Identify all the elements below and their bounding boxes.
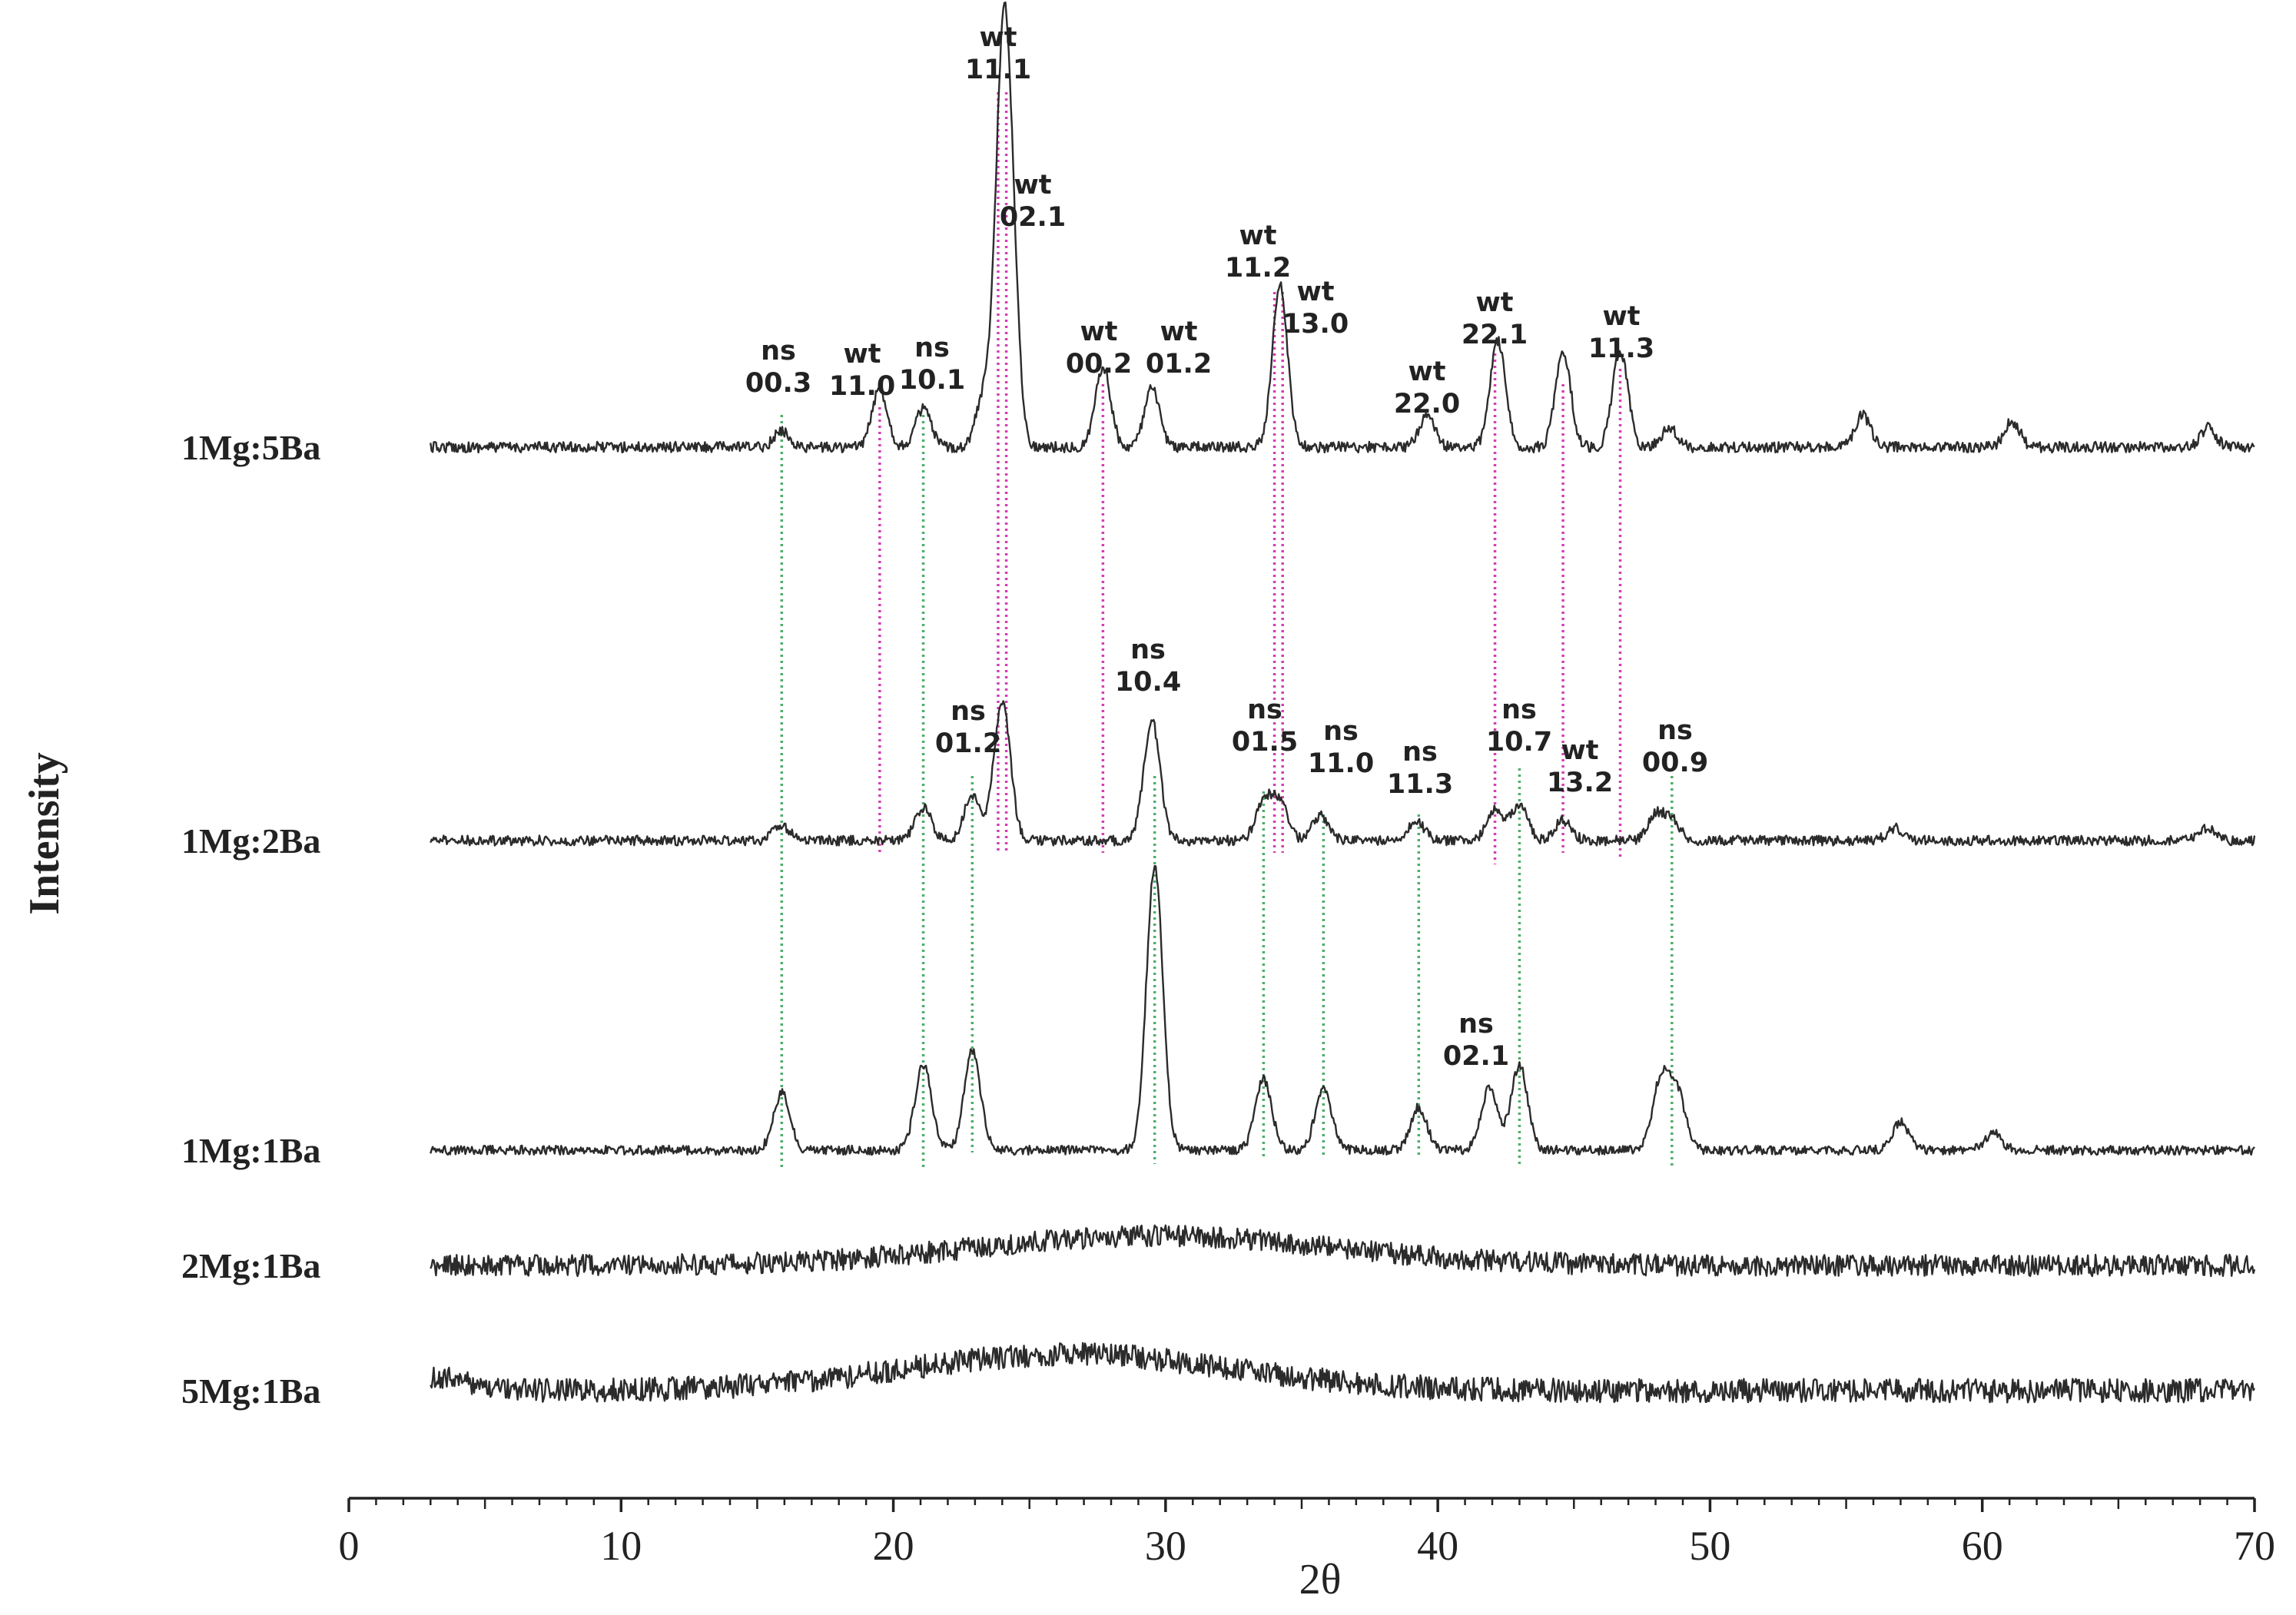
trace-1mg-5ba (430, 2, 2255, 454)
trace-5mg-1ba (430, 1341, 2256, 1404)
peak-label-ns: ns 10.1 (899, 333, 965, 396)
x-tick-label: 60 (1962, 1523, 2003, 1569)
peak-label-ns: ns 02.1 (1443, 1009, 1509, 1072)
peak-label-ns: ns 01.2 (935, 696, 1001, 759)
x-tick-label: 10 (600, 1523, 642, 1569)
sample-labels: 1Mg:5Ba 1Mg:2Ba 1Mg:1Ba 2Mg:1Ba 5Mg:1Ba (181, 428, 320, 1411)
sample-label: 1Mg:2Ba (181, 821, 320, 861)
traces (430, 2, 2256, 1404)
x-tick-label: 50 (1689, 1523, 1730, 1569)
sample-label: 5Mg:1Ba (181, 1371, 320, 1411)
peak-labels: ns 00.3 wt 11.0ns 10.1 wt 11.1 wt 02.1 wt 00.2wt 01… (745, 22, 1708, 1072)
x-tick-label: 20 (873, 1523, 914, 1569)
sample-label: 2Mg:1Ba (181, 1246, 320, 1285)
peak-label-wt: wt 22.1 (1462, 287, 1528, 350)
x-tick-label: 40 (1417, 1523, 1458, 1569)
peak-label-wt: wt 13.0 (1282, 277, 1349, 340)
peak-label-wt: wt 11.3 (1588, 301, 1654, 364)
peak-label-ns: ns 11.3 (1387, 737, 1453, 800)
peak-label-wt: wt 13.2 (1547, 735, 1613, 798)
x-tick-label: 0 (339, 1523, 360, 1569)
peak-label-ns: ns 01.5 (1232, 695, 1298, 758)
peak-label-ns: ns 00.9 (1642, 715, 1708, 778)
peak-label-wt: wt 22.0 (1394, 356, 1460, 420)
trace-1mg-1ba (430, 864, 2255, 1156)
peak-label-wt: wt 11.1 (965, 22, 1031, 85)
sample-label: 1Mg:1Ba (181, 1131, 320, 1170)
peak-label-wt: wt 11.0 (829, 339, 895, 402)
x-tick-label: 30 (1145, 1523, 1186, 1569)
peak-label-wt: wt 11.2 (1225, 221, 1291, 284)
x-axis: 0 10 20 30 40 50 60 70 (339, 1497, 2275, 1569)
peak-label-ns: ns 11.0 (1308, 716, 1374, 779)
sample-label: 1Mg:5Ba (181, 428, 320, 467)
peak-label-ns: ns 10.4 (1115, 635, 1181, 698)
peak-label-wt: wt 02.1 (1000, 170, 1066, 233)
peak-label-ns: ns 00.3 (745, 336, 811, 399)
x-axis-title: 2θ (1299, 1556, 1342, 1603)
peak-label-ns: ns 10.7 (1486, 695, 1552, 758)
peak-label-wt: wt 01.2 (1146, 317, 1212, 380)
peak-label-wt: wt 00.2 (1066, 317, 1132, 380)
trace-1mg-2ba (430, 700, 2256, 847)
y-axis-title: Intensity (21, 752, 68, 915)
x-tick-label: 70 (2234, 1523, 2275, 1569)
trace-2mg-1ba (430, 1224, 2256, 1278)
